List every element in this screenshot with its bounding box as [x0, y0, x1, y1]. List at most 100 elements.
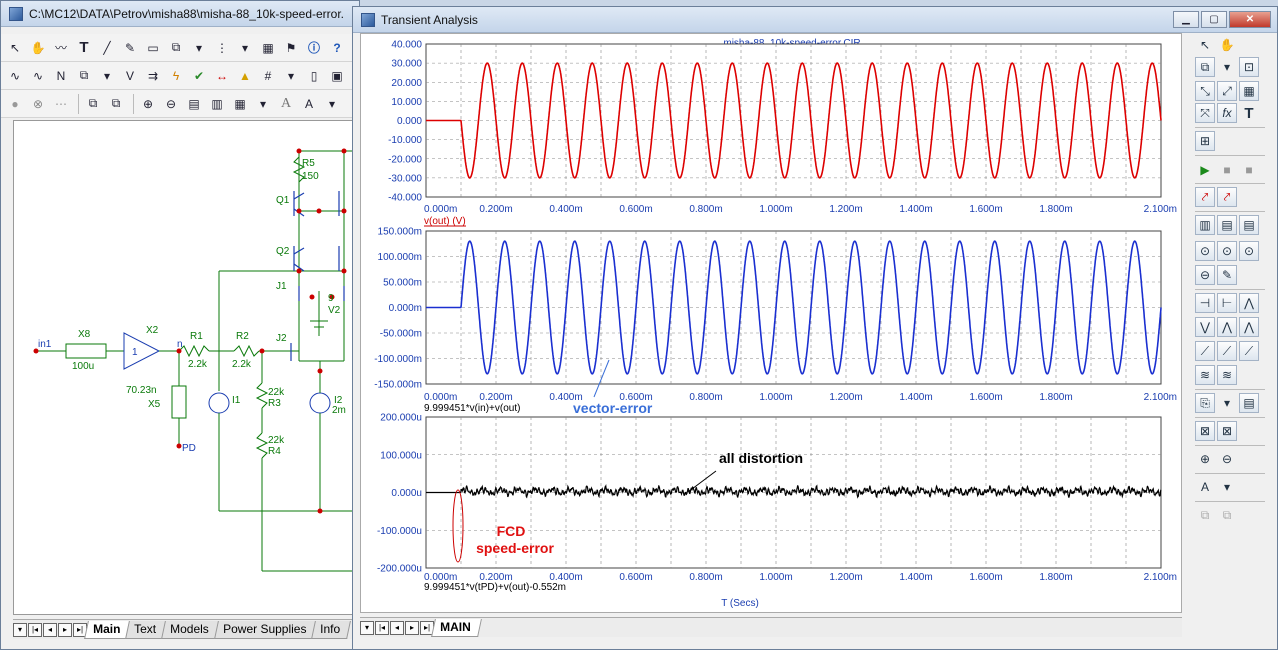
data-points-icon[interactable]: ⊞ [1195, 131, 1215, 151]
prev-point-icon[interactable]: ⊢ [1217, 293, 1237, 313]
schematic-canvas[interactable]: in1 X8 100u X2 1 n R1 2.2k R2 2.2k 22k R… [13, 120, 353, 615]
font-color-icon[interactable]: A [304, 96, 313, 111]
print-icon[interactable]: ▥ [211, 96, 223, 111]
tile-horizontal-icon[interactable]: ▤ [1217, 215, 1237, 235]
group-icon[interactable]: ⧉ [79, 68, 89, 82]
dropdown-arrow-icon[interactable]: ▾ [1223, 396, 1231, 410]
minimize-icon[interactable]: ▁ [1173, 11, 1199, 28]
power-icon[interactable]: ϟ [172, 68, 180, 83]
nav-start-icon[interactable]: |◂ [28, 622, 42, 637]
stop-icon[interactable]: ⊗ [32, 96, 44, 111]
current-flow-icon[interactable]: ⇉ [147, 68, 159, 83]
restore-scale-icon[interactable]: ⤢ [1217, 81, 1237, 101]
clipboard-icon[interactable]: ⎘ [1195, 393, 1215, 413]
dropdown-arrow-icon[interactable]: ▾ [195, 40, 203, 55]
bus-icon[interactable]: ▭ [147, 40, 159, 55]
nav-next-icon[interactable]: ▸ [58, 622, 72, 637]
dropdown-arrow-icon[interactable]: ▾ [103, 68, 111, 83]
dropdown-arrow-icon[interactable]: ▾ [328, 96, 336, 111]
low-icon[interactable]: ⊖ [1195, 265, 1215, 285]
list-icon[interactable]: ▤ [1239, 393, 1259, 413]
grid-toggle-icon[interactable]: ▦ [1239, 81, 1259, 101]
fit-height-icon[interactable]: ⊠ [1217, 421, 1237, 441]
text-tool-icon[interactable]: T [1244, 104, 1254, 122]
tab-models[interactable]: Models [161, 620, 220, 639]
component-icon[interactable]: ⧉ [171, 40, 181, 54]
tab-power-supplies[interactable]: Power Supplies [214, 620, 318, 639]
min-icon[interactable]: ≋ [1217, 365, 1237, 385]
more-icon[interactable]: ⋯ [55, 96, 67, 111]
max-icon[interactable]: ≋ [1195, 365, 1215, 385]
peak-icon[interactable]: ⊙ [1195, 241, 1215, 261]
nav-prev-icon[interactable]: ◂ [43, 622, 57, 637]
maximize-icon[interactable]: ▢ [1201, 11, 1227, 28]
cascade-icon[interactable]: ▤ [1239, 215, 1259, 235]
nav-first-icon[interactable]: ▾ [360, 620, 374, 635]
dropdown-arrow-icon[interactable]: ▾ [259, 96, 267, 111]
high-icon[interactable]: ⊙ [1239, 241, 1259, 261]
auto-scale-icon[interactable]: ⤡ [1195, 81, 1215, 101]
tree-icon[interactable]: ⋮ [216, 40, 228, 55]
node-names-icon[interactable]: N [56, 68, 66, 83]
grid-icon[interactable]: # [264, 68, 272, 83]
zoom-fit-icon[interactable]: ▤ [188, 96, 200, 111]
paste-icon[interactable]: ⧉ [111, 96, 121, 110]
top-icon[interactable]: ⟋ [1217, 341, 1237, 361]
pen-tool-icon[interactable]: ✎ [124, 40, 136, 55]
calculator-icon[interactable]: ▦ [262, 40, 274, 55]
font-icon[interactable]: A [280, 95, 292, 111]
valley-icon[interactable]: ⊙ [1217, 241, 1237, 261]
next-point-icon[interactable]: ⊣ [1195, 293, 1215, 313]
bottom-icon[interactable]: ⟋ [1239, 341, 1259, 361]
edit-icon[interactable]: ✎ [1217, 265, 1237, 285]
run-icon[interactable]: ▶ [1200, 163, 1210, 177]
warning-icon[interactable]: ▲ [239, 68, 251, 83]
line-tool-icon[interactable]: ╱ [103, 40, 111, 55]
pan-hand-icon[interactable]: ✋ [30, 40, 46, 55]
zoom-in-icon[interactable]: ⊕ [1199, 452, 1211, 466]
attribute-text-icon[interactable]: ∿ [32, 68, 44, 83]
cursor-mode-icon[interactable]: ⤤ [1217, 187, 1237, 207]
font-color-icon[interactable]: A [1200, 480, 1209, 494]
pause-icon[interactable]: ■ [1223, 163, 1231, 177]
tile-vertical-icon[interactable]: ▥ [1195, 215, 1215, 235]
back-icon[interactable]: ● [11, 96, 19, 111]
slope-icon[interactable]: ⟋ [1195, 341, 1215, 361]
select-arrow-icon[interactable]: ↖ [1199, 38, 1211, 52]
wire-icon[interactable]: 〰 [54, 41, 67, 55]
tab-info[interactable]: Info [311, 620, 352, 639]
pan-hand-icon[interactable]: ✋ [1219, 38, 1235, 52]
close-icon[interactable]: ✕ [1229, 11, 1271, 28]
probe-icon[interactable]: ⚑ [285, 40, 297, 55]
copy-icon[interactable]: ⧉ [88, 96, 98, 110]
tracker-icon[interactable]: ⤧ [1195, 103, 1215, 123]
nav-start-icon[interactable]: |◂ [375, 620, 389, 635]
global-low-icon[interactable]: ⋀ [1239, 317, 1259, 337]
page-icon[interactable]: ▯ [310, 68, 318, 83]
nav-next-icon[interactable]: ▸ [405, 620, 419, 635]
scale-mode-icon[interactable]: ⊡ [1239, 57, 1259, 77]
paste-icon[interactable]: ⧉ [1222, 507, 1232, 522]
align-icon[interactable]: ▦ [234, 96, 246, 111]
peak-valley-icon[interactable]: ⋀ [1239, 293, 1259, 313]
nav-prev-icon[interactable]: ◂ [390, 620, 404, 635]
node-numbers-icon[interactable]: ∿ [9, 68, 21, 83]
zoom-out-icon[interactable]: ⊖ [1221, 452, 1233, 466]
pin-connections-icon[interactable]: ↔ [216, 68, 228, 83]
stop-icon[interactable]: ■ [1245, 163, 1253, 177]
zoom-out-icon[interactable]: ⊖ [165, 96, 177, 111]
tab-main[interactable]: Main [84, 620, 132, 639]
inflection-icon[interactable]: ⋁ [1195, 317, 1215, 337]
fit-width-icon[interactable]: ⊠ [1195, 421, 1215, 441]
dropdown-arrow-icon[interactable]: ▾ [241, 40, 249, 55]
page-frame-icon[interactable]: ▣ [331, 68, 343, 83]
copy-icon[interactable]: ⧉ [1200, 507, 1210, 522]
properties-icon[interactable]: ⧉ [1195, 57, 1215, 77]
tab-main-analysis[interactable]: MAIN [431, 618, 482, 637]
function-icon[interactable]: fx [1217, 103, 1237, 123]
info-icon[interactable]: ⓘ [307, 41, 320, 55]
text-tool-icon[interactable]: T [79, 39, 89, 56]
nav-first-icon[interactable]: ▾ [13, 622, 27, 637]
check-icon[interactable]: ✔ [193, 68, 205, 83]
voltage-probe-icon[interactable]: V [125, 68, 134, 83]
